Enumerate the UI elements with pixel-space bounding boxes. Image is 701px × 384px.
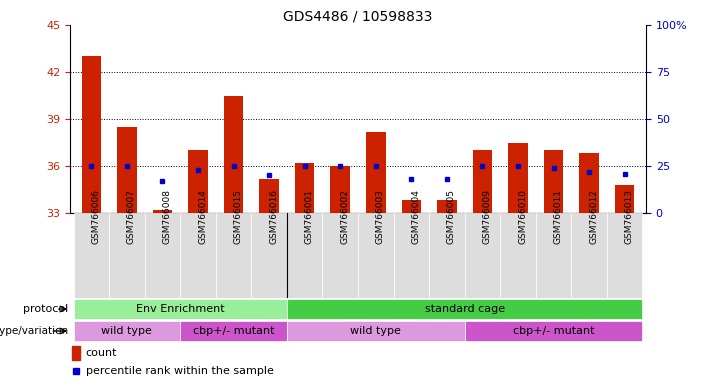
Bar <box>465 321 642 341</box>
Bar <box>287 213 322 298</box>
Bar <box>465 213 501 298</box>
Text: GSM766005: GSM766005 <box>447 189 456 244</box>
Bar <box>579 154 599 213</box>
Bar <box>224 96 243 213</box>
Text: GSM766002: GSM766002 <box>340 189 349 244</box>
Bar <box>109 213 144 298</box>
Text: GSM766001: GSM766001 <box>305 189 313 244</box>
Bar <box>472 150 492 213</box>
Bar <box>74 321 180 341</box>
Bar <box>393 213 429 298</box>
Bar <box>287 321 465 341</box>
Bar <box>366 132 386 213</box>
Text: protocol: protocol <box>23 304 69 314</box>
Bar <box>536 213 571 298</box>
Text: wild type: wild type <box>102 326 152 336</box>
Text: GSM766015: GSM766015 <box>233 189 243 244</box>
Bar <box>571 213 607 298</box>
Text: GSM766010: GSM766010 <box>518 189 527 244</box>
Bar <box>322 213 358 298</box>
Bar <box>330 166 350 213</box>
Bar <box>81 56 101 213</box>
Text: GSM766011: GSM766011 <box>554 189 563 244</box>
Text: cbp+/- mutant: cbp+/- mutant <box>513 326 594 336</box>
Bar <box>607 213 642 298</box>
Bar <box>153 210 172 213</box>
Bar <box>117 127 137 213</box>
Bar <box>74 299 287 319</box>
Text: GSM766007: GSM766007 <box>127 189 136 244</box>
Text: percentile rank within the sample: percentile rank within the sample <box>86 366 273 376</box>
Bar <box>437 200 456 213</box>
Bar <box>544 150 564 213</box>
Bar <box>295 163 315 213</box>
Text: GSM766003: GSM766003 <box>376 189 385 244</box>
Text: GSM766012: GSM766012 <box>589 189 598 244</box>
Bar <box>189 150 207 213</box>
Bar <box>252 213 287 298</box>
Text: standard cage: standard cage <box>425 304 505 314</box>
Text: Env Enrichment: Env Enrichment <box>136 304 224 314</box>
Bar <box>402 200 421 213</box>
Text: GSM766013: GSM766013 <box>625 189 634 244</box>
Bar <box>74 213 109 298</box>
Text: GSM766014: GSM766014 <box>198 189 207 244</box>
Text: count: count <box>86 348 117 358</box>
Text: GSM766006: GSM766006 <box>91 189 100 244</box>
Bar <box>144 213 180 298</box>
Bar <box>180 213 216 298</box>
Text: GSM766008: GSM766008 <box>163 189 172 244</box>
Bar <box>615 185 634 213</box>
Bar <box>358 213 393 298</box>
Text: wild type: wild type <box>350 326 401 336</box>
Title: GDS4486 / 10598833: GDS4486 / 10598833 <box>283 10 433 24</box>
Bar <box>72 346 81 360</box>
Text: genotype/variation: genotype/variation <box>0 326 69 336</box>
Bar <box>180 321 287 341</box>
Bar <box>501 213 536 298</box>
Text: cbp+/- mutant: cbp+/- mutant <box>193 326 274 336</box>
Bar <box>429 213 465 298</box>
Bar <box>508 142 528 213</box>
Bar <box>216 213 252 298</box>
Text: GSM766004: GSM766004 <box>411 189 421 244</box>
Bar <box>259 179 279 213</box>
Bar <box>287 299 642 319</box>
Text: GSM766009: GSM766009 <box>482 189 491 244</box>
Text: GSM766016: GSM766016 <box>269 189 278 244</box>
